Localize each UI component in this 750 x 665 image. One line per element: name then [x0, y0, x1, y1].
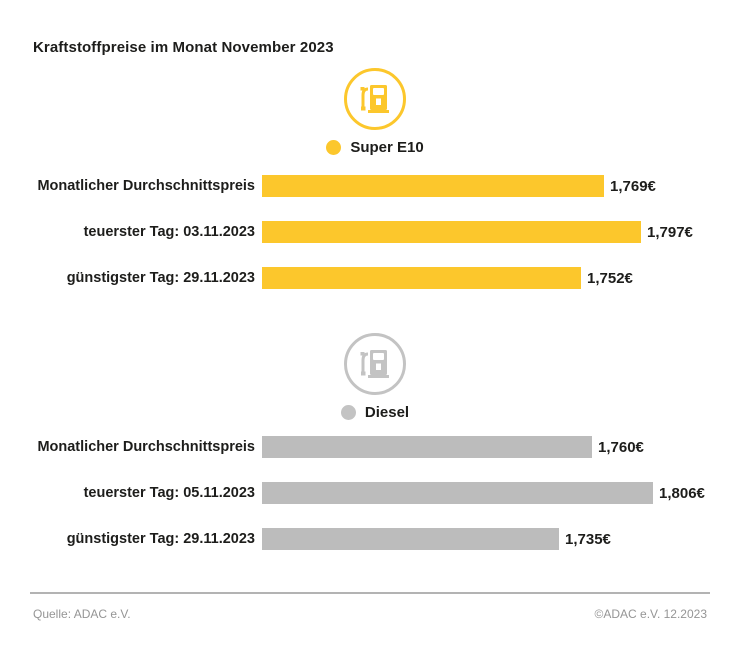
bar-group-diesel: Monatlicher Durchschnittspreis 1,760€ te… — [0, 436, 750, 574]
bar-e10-most-expensive-day — [262, 221, 641, 243]
fuel-pump-icon — [344, 68, 406, 130]
bar-row-label: günstigster Tag: 29.11.2023 — [66, 270, 255, 286]
bar-row-diesel-most-expensive-day: teuerster Tag: 05.11.2023 1,806€ — [0, 482, 750, 504]
bar-group-super-e10: Monatlicher Durchschnittspreis 1,769€ te… — [0, 175, 750, 313]
bar-diesel-cheapest-day — [262, 528, 559, 550]
legend-dot-super-e10 — [326, 140, 342, 155]
fuel-pump-icon — [344, 333, 406, 395]
bar-value-label: 1,760€ — [598, 438, 644, 456]
bar-e10-cheapest-day — [262, 267, 581, 289]
bar-row-diesel-average: Monatlicher Durchschnittspreis 1,760€ — [0, 436, 750, 458]
bar-row-label: teuerster Tag: 03.11.2023 — [83, 224, 255, 240]
bar-row-diesel-cheapest-day: günstigster Tag: 29.11.2023 1,735€ — [0, 528, 750, 550]
page-title: Kraftstoffpreise im Monat November 2023 — [33, 39, 334, 57]
footer-copyright: ©ADAC e.V. 12.2023 — [594, 607, 707, 621]
bar-row-label: Monatlicher Durchschnittspreis — [37, 178, 255, 194]
section-header-super-e10: Super E10 — [0, 68, 750, 156]
bar-diesel-most-expensive-day — [262, 482, 653, 504]
legend-dot-diesel — [340, 405, 356, 420]
bar-row-label: Monatlicher Durchschnittspreis — [37, 439, 255, 455]
bar-row-e10-cheapest-day: günstigster Tag: 29.11.2023 1,752€ — [0, 267, 750, 289]
fuel-pump-icon — [360, 350, 389, 378]
bar-value-label: 1,752€ — [587, 269, 633, 287]
bar-e10-average — [262, 175, 604, 197]
section-header-diesel: Diesel — [0, 333, 750, 421]
legend-diesel: Diesel — [340, 404, 410, 421]
footer-divider — [30, 592, 710, 594]
legend-super-e10: Super E10 — [326, 139, 424, 156]
bar-value-label: 1,769€ — [610, 177, 656, 195]
bar-row-label: günstigster Tag: 29.11.2023 — [66, 531, 255, 547]
bar-value-label: 1,735€ — [565, 530, 611, 548]
legend-label-super-e10: Super E10 — [350, 139, 424, 156]
bar-value-label: 1,797€ — [647, 223, 693, 241]
bar-diesel-average — [262, 436, 592, 458]
bar-row-e10-average: Monatlicher Durchschnittspreis 1,769€ — [0, 175, 750, 197]
fuel-pump-icon — [360, 85, 389, 113]
legend-label-diesel: Diesel — [364, 404, 410, 421]
bar-row-e10-most-expensive-day: teuerster Tag: 03.11.2023 1,797€ — [0, 221, 750, 243]
bar-row-label: teuerster Tag: 05.11.2023 — [83, 485, 255, 501]
bar-value-label: 1,806€ — [659, 484, 705, 502]
footer: Quelle: ADAC e.V. ©ADAC e.V. 12.2023 — [33, 607, 707, 621]
footer-source: Quelle: ADAC e.V. — [33, 607, 131, 621]
